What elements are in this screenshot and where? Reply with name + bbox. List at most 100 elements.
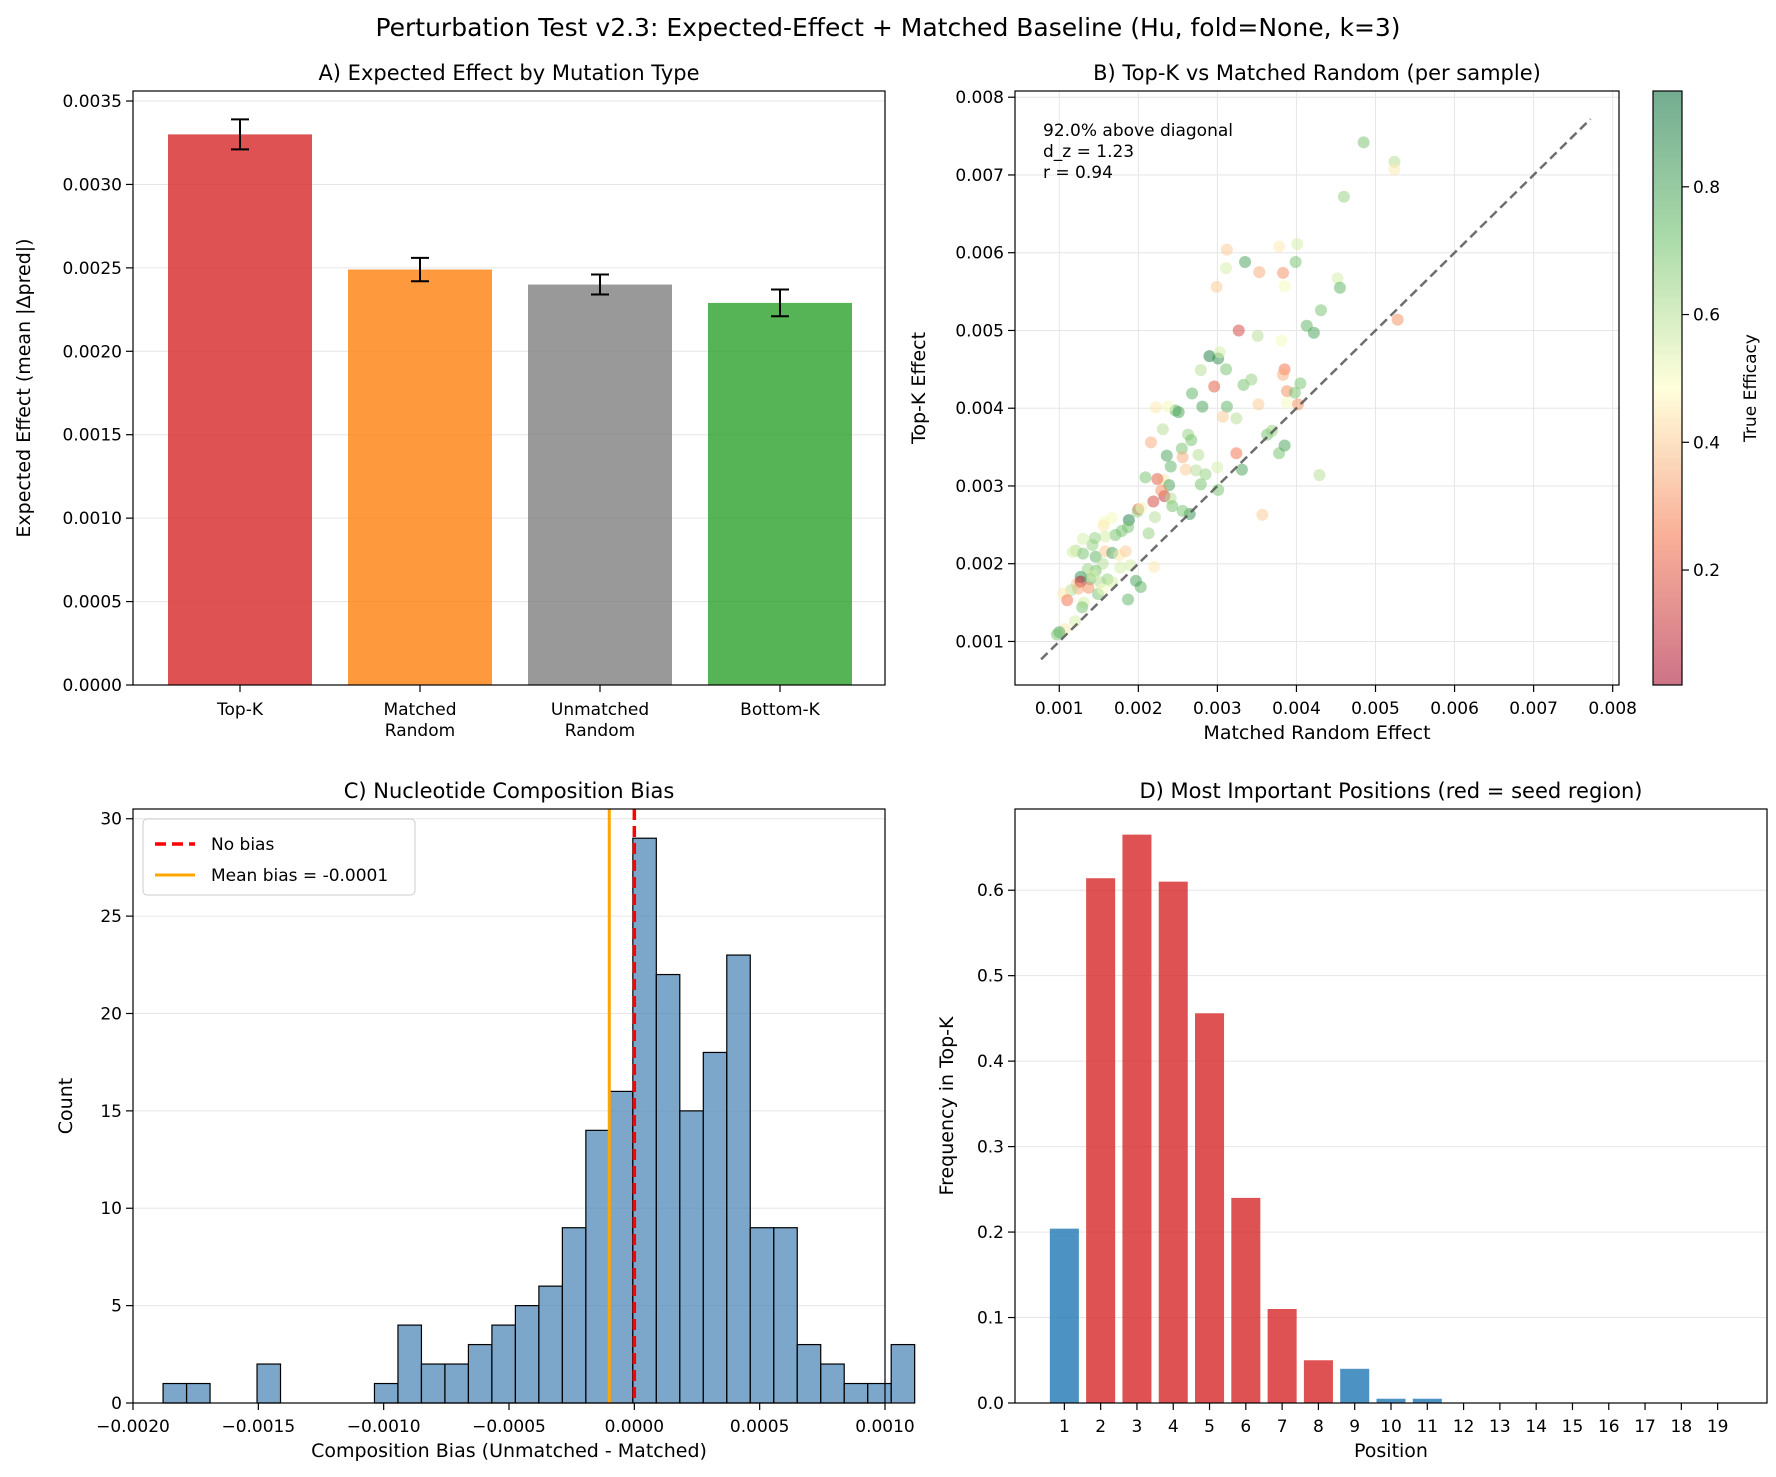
scatter-point <box>1186 387 1199 400</box>
x-tick-label: 0.001 <box>1035 699 1084 719</box>
x-tick-label: 6 <box>1240 1417 1251 1437</box>
x-tick-label: 0.0000 <box>605 1417 664 1437</box>
scatter-point <box>1216 410 1229 423</box>
scatter-point <box>1148 560 1161 573</box>
scatter-point <box>1139 471 1152 484</box>
scatter-point <box>1144 436 1157 449</box>
colorbar-tick-label: 0.8 <box>1693 178 1720 198</box>
scatter-point <box>1176 451 1189 464</box>
y-tick-label: 0.0035 <box>63 92 122 112</box>
scatter-point <box>1230 447 1243 460</box>
x-tick-label-line: Top-K <box>216 700 264 720</box>
bar <box>1158 881 1188 1403</box>
panel-title: D) Most Important Positions (red = seed … <box>1140 779 1643 803</box>
axes-frame <box>132 90 886 686</box>
y-tick-label: 5 <box>111 1297 122 1317</box>
x-tick-label: 0.0010 <box>855 1417 914 1437</box>
x-tick-label: 19 <box>1707 1417 1729 1437</box>
histogram-bar <box>162 1382 188 1404</box>
histogram-bar <box>514 1305 540 1404</box>
y-tick-label: 0.0020 <box>63 342 122 362</box>
scatter-point <box>1185 434 1198 447</box>
colorbar-tick-label: 0.2 <box>1693 561 1720 581</box>
panel-b-scatter-plot: 0.001 0.001 0.002 0.002 0.003 0.003 0.004 0.004… <box>908 61 1761 744</box>
y-tick-label: 0.004 <box>955 399 1004 419</box>
y-tick-label: 0.001 <box>955 632 1004 652</box>
scatter-point <box>1076 601 1089 614</box>
panel-title: B) Top-K vs Matched Random (per sample) <box>1093 61 1541 85</box>
scatter-point <box>1194 478 1207 491</box>
y-tick-label: 0.1 <box>977 1309 1004 1329</box>
x-axis-label: Position <box>1354 1440 1428 1462</box>
scatter-point <box>1082 581 1095 594</box>
bar <box>168 134 312 685</box>
y-tick-label: 0.3 <box>977 1138 1004 1158</box>
x-tick-label-line: Unmatched <box>551 700 649 720</box>
histogram-bar <box>632 837 657 1404</box>
scatter-point <box>1161 400 1174 413</box>
histogram-bar <box>397 1324 423 1404</box>
legend-label: No bias <box>211 835 274 855</box>
scatter-point <box>1124 559 1137 572</box>
bar <box>1086 878 1116 1403</box>
scatter-point <box>1096 583 1109 596</box>
scatter-point <box>1337 190 1350 203</box>
bar <box>1340 1368 1370 1403</box>
scatter-point <box>1275 334 1288 347</box>
scatter-point <box>1280 396 1293 409</box>
scatter-point <box>1179 463 1192 476</box>
y-tick-label: 0.0010 <box>63 509 122 529</box>
scatter-point <box>1289 256 1302 269</box>
scatter-point <box>1156 423 1169 436</box>
scatter-point <box>1220 262 1233 275</box>
scatter-point <box>1220 400 1233 413</box>
scatter-point <box>1253 266 1266 279</box>
y-tick-label: 0.0025 <box>63 259 122 279</box>
x-tick-label: −0.0015 <box>221 1417 295 1437</box>
scatter-point <box>1086 539 1099 552</box>
scatter-point <box>1194 364 1207 377</box>
scatter-point <box>1148 511 1161 524</box>
x-tick-label-line: Matched <box>383 700 456 720</box>
scatter-point <box>1300 319 1313 332</box>
histogram-bar <box>796 1343 822 1404</box>
scatter-point <box>1292 398 1305 411</box>
scatter-point <box>1277 368 1290 381</box>
scatter-point <box>1176 504 1189 517</box>
bar <box>528 284 672 685</box>
y-axis-label: Expected Effect (mean |Δpred|) <box>13 238 35 537</box>
scatter-point <box>1192 448 1205 461</box>
scatter-point <box>1278 439 1291 452</box>
scatter-point <box>1273 240 1286 253</box>
x-axis-label: Composition Bias (Unmatched - Matched) <box>311 1440 707 1462</box>
scatter-point <box>1166 500 1179 513</box>
scatter-point <box>1313 469 1326 482</box>
histogram-bar <box>702 1051 728 1404</box>
x-tick-label: Top-K <box>216 700 264 720</box>
scatter-point <box>1388 163 1401 176</box>
x-tick-label: 16 <box>1598 1417 1620 1437</box>
histogram-bar <box>373 1382 399 1404</box>
x-tick-label: Matched Random <box>383 700 456 741</box>
axes-frame <box>1014 90 1620 686</box>
y-tick-label: 0.4 <box>977 1052 1004 1072</box>
legend-box <box>142 818 416 896</box>
scatter-point <box>1066 546 1079 559</box>
y-axis-label: Top-K Effect <box>908 332 930 445</box>
y-tick-label: 0.005 <box>955 321 1004 341</box>
scatter-point <box>1213 346 1226 359</box>
scatter-point <box>1314 304 1327 317</box>
histogram-bar <box>655 973 681 1404</box>
y-tick-label: 0.5 <box>977 967 1004 987</box>
bar <box>708 302 852 685</box>
scatter-point <box>1357 136 1370 149</box>
scatter-point <box>1172 406 1185 419</box>
x-axis-label: Matched Random Effect <box>1203 722 1430 744</box>
scatter-point <box>1291 238 1304 251</box>
y-tick-label: 0.006 <box>955 244 1004 264</box>
bar <box>348 269 492 685</box>
scatter-point <box>1147 495 1160 508</box>
scatter-point <box>1190 464 1203 477</box>
histogram-bar <box>561 1227 587 1404</box>
legend-label: Mean bias = -0.0001 <box>211 866 388 886</box>
